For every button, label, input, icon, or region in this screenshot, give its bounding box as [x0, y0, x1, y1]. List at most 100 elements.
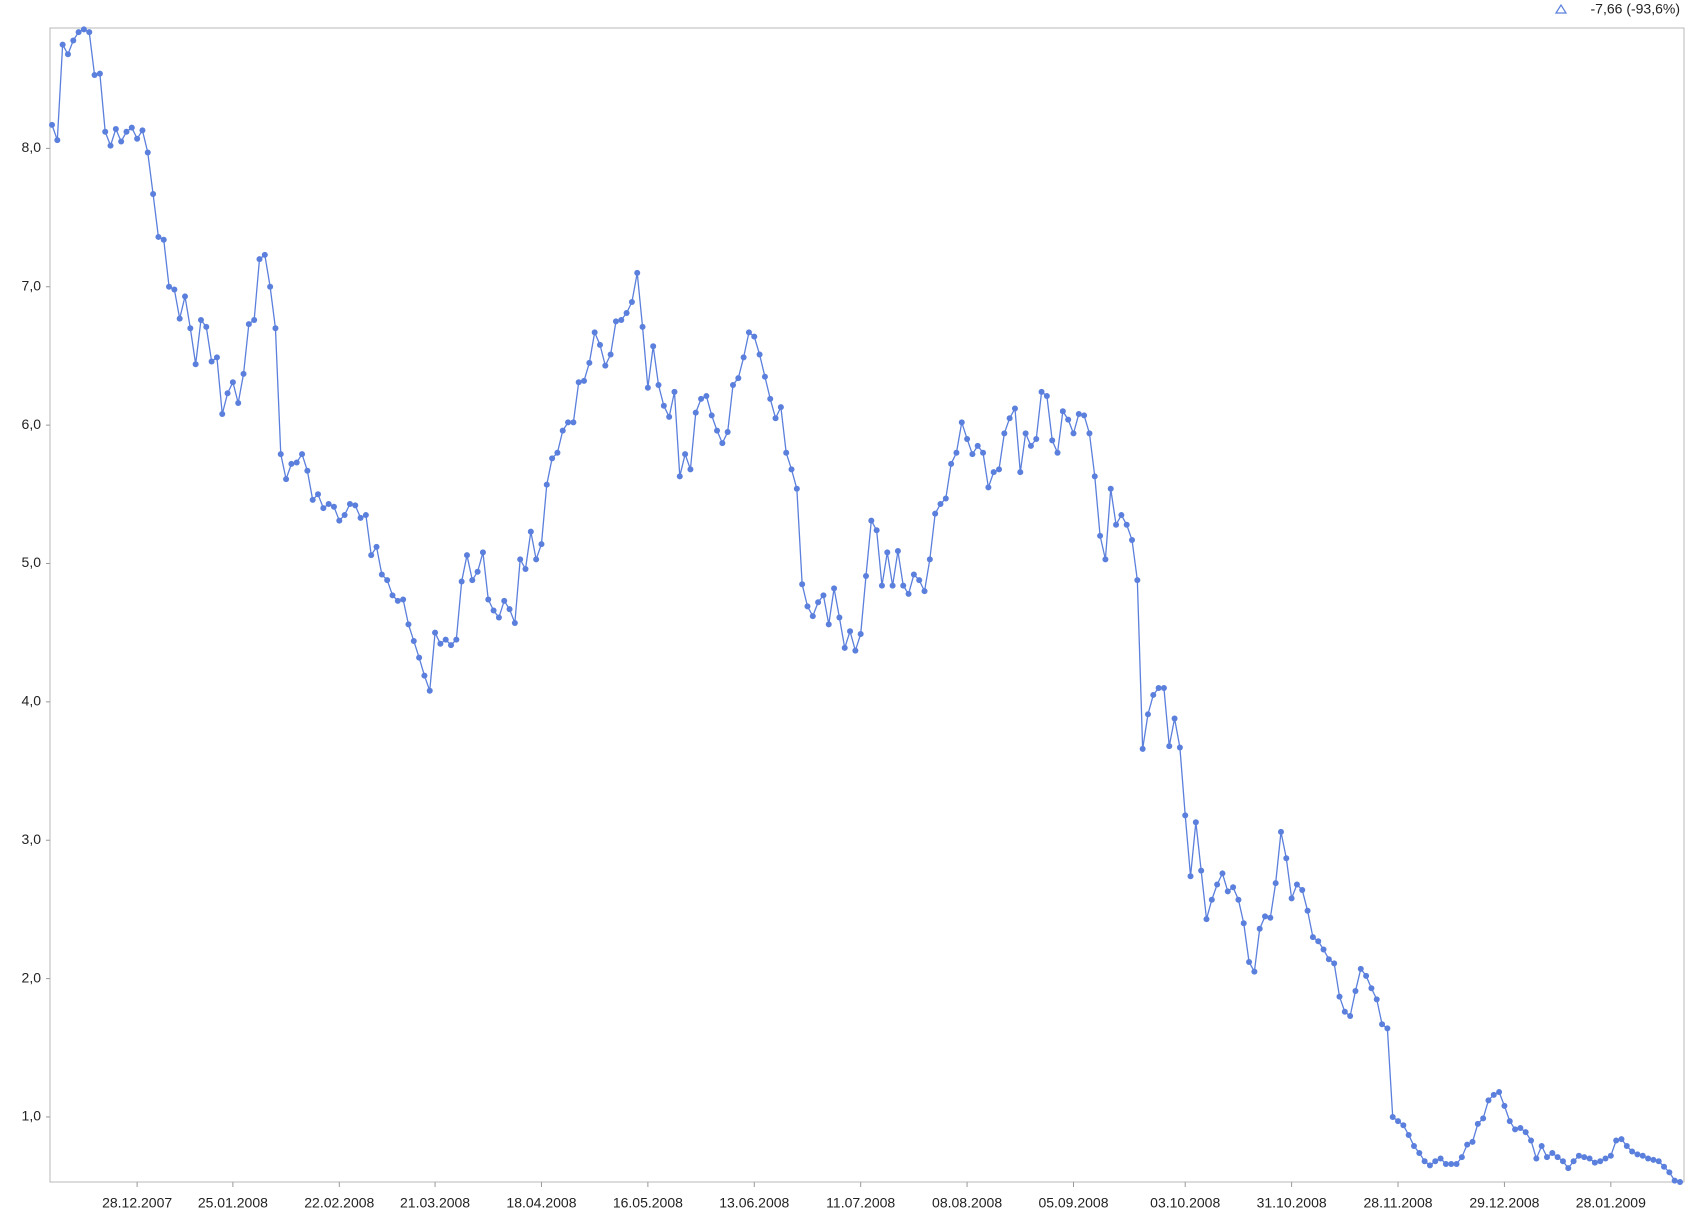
point [1059, 408, 1066, 415]
point [293, 459, 300, 466]
point [315, 491, 322, 498]
delta-icon [1554, 3, 1568, 14]
point [974, 442, 981, 449]
point [1533, 1155, 1540, 1162]
point [873, 527, 880, 534]
point [394, 597, 401, 604]
point [575, 379, 582, 386]
point [1086, 430, 1093, 437]
point [1134, 577, 1141, 584]
point [1607, 1152, 1614, 1159]
point [655, 381, 662, 388]
point [1522, 1129, 1529, 1136]
point [1139, 745, 1146, 752]
point [1586, 1155, 1593, 1162]
x-tick-label: 05.09.2008 [1038, 1195, 1108, 1211]
point [634, 269, 641, 276]
point [676, 473, 683, 480]
point [123, 128, 130, 135]
point [666, 413, 673, 420]
point [1129, 536, 1136, 543]
point [501, 597, 508, 604]
point [990, 469, 997, 476]
point [894, 548, 901, 555]
point [1437, 1155, 1444, 1162]
point [1277, 828, 1284, 835]
point [80, 26, 87, 33]
point [107, 142, 114, 149]
point [857, 631, 864, 638]
point [1480, 1115, 1487, 1122]
point [506, 606, 513, 613]
point [49, 121, 55, 128]
point [469, 577, 476, 584]
point [1474, 1120, 1481, 1127]
point [453, 636, 460, 643]
point [868, 517, 875, 524]
point [1256, 925, 1263, 932]
point [1304, 907, 1311, 914]
y-tick-label: 2,0 [22, 969, 42, 985]
point [761, 373, 768, 380]
point [1336, 993, 1343, 1000]
point [134, 135, 141, 142]
point [1293, 881, 1300, 888]
point [192, 361, 199, 368]
point [937, 500, 944, 507]
point [160, 236, 167, 243]
point [309, 496, 316, 503]
point [996, 466, 1003, 473]
point [405, 621, 412, 628]
point [272, 325, 279, 332]
point [804, 603, 811, 610]
point [847, 628, 854, 635]
point [543, 481, 550, 488]
point [1490, 1091, 1497, 1098]
point [432, 629, 439, 636]
point [421, 672, 428, 679]
point [1458, 1154, 1465, 1161]
point [1421, 1158, 1428, 1165]
point [559, 427, 566, 434]
point [490, 607, 497, 614]
point [1671, 1177, 1678, 1184]
point [958, 419, 965, 426]
point [1565, 1165, 1572, 1172]
point [1219, 870, 1226, 877]
point [128, 124, 135, 131]
point [517, 556, 524, 563]
point [1331, 960, 1338, 967]
point [1352, 988, 1359, 995]
point [1666, 1169, 1673, 1176]
point [1410, 1143, 1417, 1150]
point [815, 599, 822, 606]
point [644, 384, 651, 391]
point [1442, 1161, 1449, 1168]
point [1192, 819, 1199, 826]
point [1155, 685, 1162, 692]
point [735, 375, 742, 382]
point [197, 316, 204, 323]
point [245, 321, 252, 328]
point [341, 512, 348, 519]
plot-frame [49, 27, 1685, 1183]
point [267, 283, 274, 290]
point [1528, 1137, 1535, 1144]
point [261, 251, 268, 258]
point [187, 325, 194, 332]
y-tick-label: 8,0 [22, 139, 42, 155]
x-tick-label: 11.07.2008 [826, 1195, 895, 1211]
point [1453, 1161, 1460, 1168]
point [1629, 1148, 1636, 1155]
point [1623, 1143, 1630, 1150]
point [224, 390, 231, 397]
point [283, 476, 290, 483]
point [155, 233, 162, 240]
point [1538, 1143, 1545, 1150]
point [1512, 1126, 1519, 1133]
point [1091, 473, 1098, 480]
point [660, 402, 667, 409]
point [64, 51, 71, 58]
point [841, 644, 848, 651]
point [1416, 1149, 1423, 1156]
